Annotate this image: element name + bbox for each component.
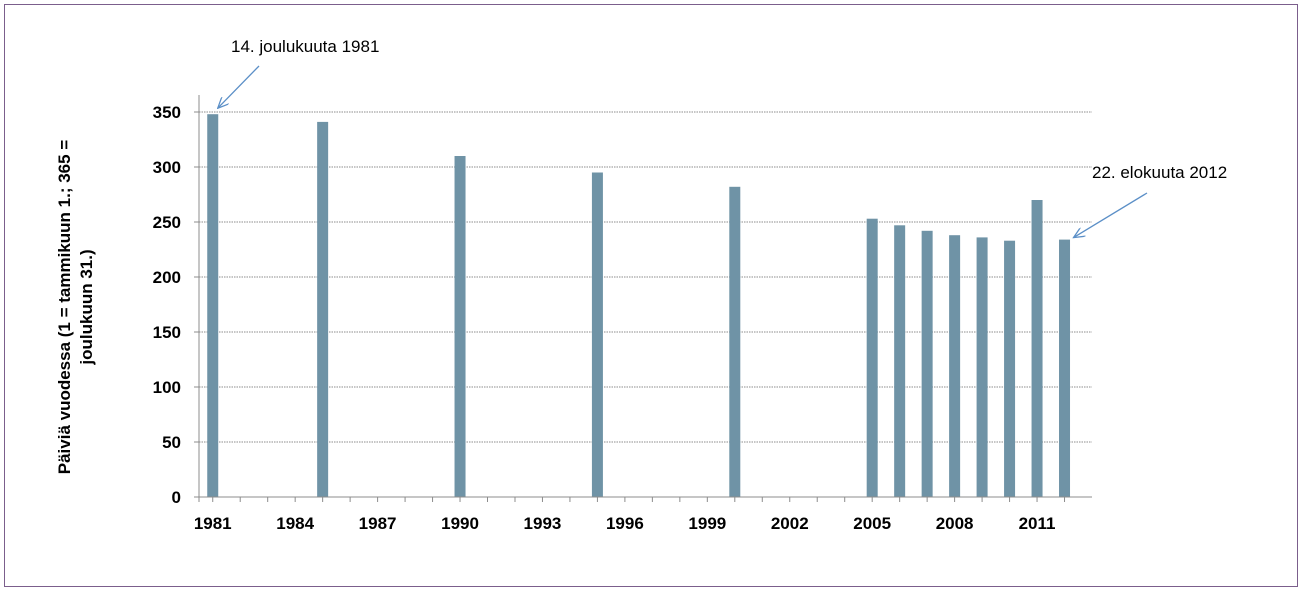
x-tick-label: 1987 <box>359 514 397 533</box>
x-tick-label: 2011 <box>1019 514 1056 533</box>
y-axis-label: Päiviä vuodessa (1 = tammikuun 1.; 365 =… <box>55 140 96 475</box>
bar <box>454 156 466 497</box>
bar <box>866 218 878 497</box>
annotation-arrow <box>218 65 260 108</box>
y-axis-label-line: Päiviä vuodessa (1 = tammikuun 1.; 365 = <box>55 140 74 475</box>
annotation-arrow <box>1074 192 1148 238</box>
bar <box>921 230 933 498</box>
bar <box>207 114 219 497</box>
bar <box>1059 239 1071 497</box>
y-tick-label: 150 <box>153 323 181 342</box>
y-tick-label: 0 <box>172 488 181 507</box>
y-axis-label-line: joulukuun 31.) <box>77 249 96 365</box>
y-tick-label: 350 <box>153 103 181 122</box>
bar <box>591 172 603 497</box>
bar <box>1031 200 1043 497</box>
x-tick-label: 1990 <box>441 514 479 533</box>
bar <box>1004 240 1016 497</box>
annotation-label: 22. elokuuta 2012 <box>1092 163 1227 182</box>
y-tick-label: 100 <box>153 378 181 397</box>
bar <box>949 235 961 497</box>
x-tick-label: 2002 <box>771 514 809 533</box>
y-tick-label: 50 <box>162 433 181 452</box>
y-tick-label: 200 <box>153 268 181 287</box>
x-tick-label: 1981 <box>194 514 232 533</box>
x-tick-label: 1993 <box>524 514 562 533</box>
bar <box>976 237 988 497</box>
x-tick-label: 1996 <box>606 514 644 533</box>
bar <box>317 121 329 498</box>
bar <box>729 186 741 498</box>
bar <box>894 225 906 498</box>
x-tick-label: 2005 <box>853 514 891 533</box>
y-tick-label: 250 <box>153 213 181 232</box>
y-tick-label: 300 <box>153 158 181 177</box>
annotation-label: 14. joulukuuta 1981 <box>231 37 379 56</box>
x-tick-label: 2008 <box>936 514 974 533</box>
x-tick-label: 1999 <box>688 514 726 533</box>
x-tick-label: 1984 <box>276 514 314 533</box>
